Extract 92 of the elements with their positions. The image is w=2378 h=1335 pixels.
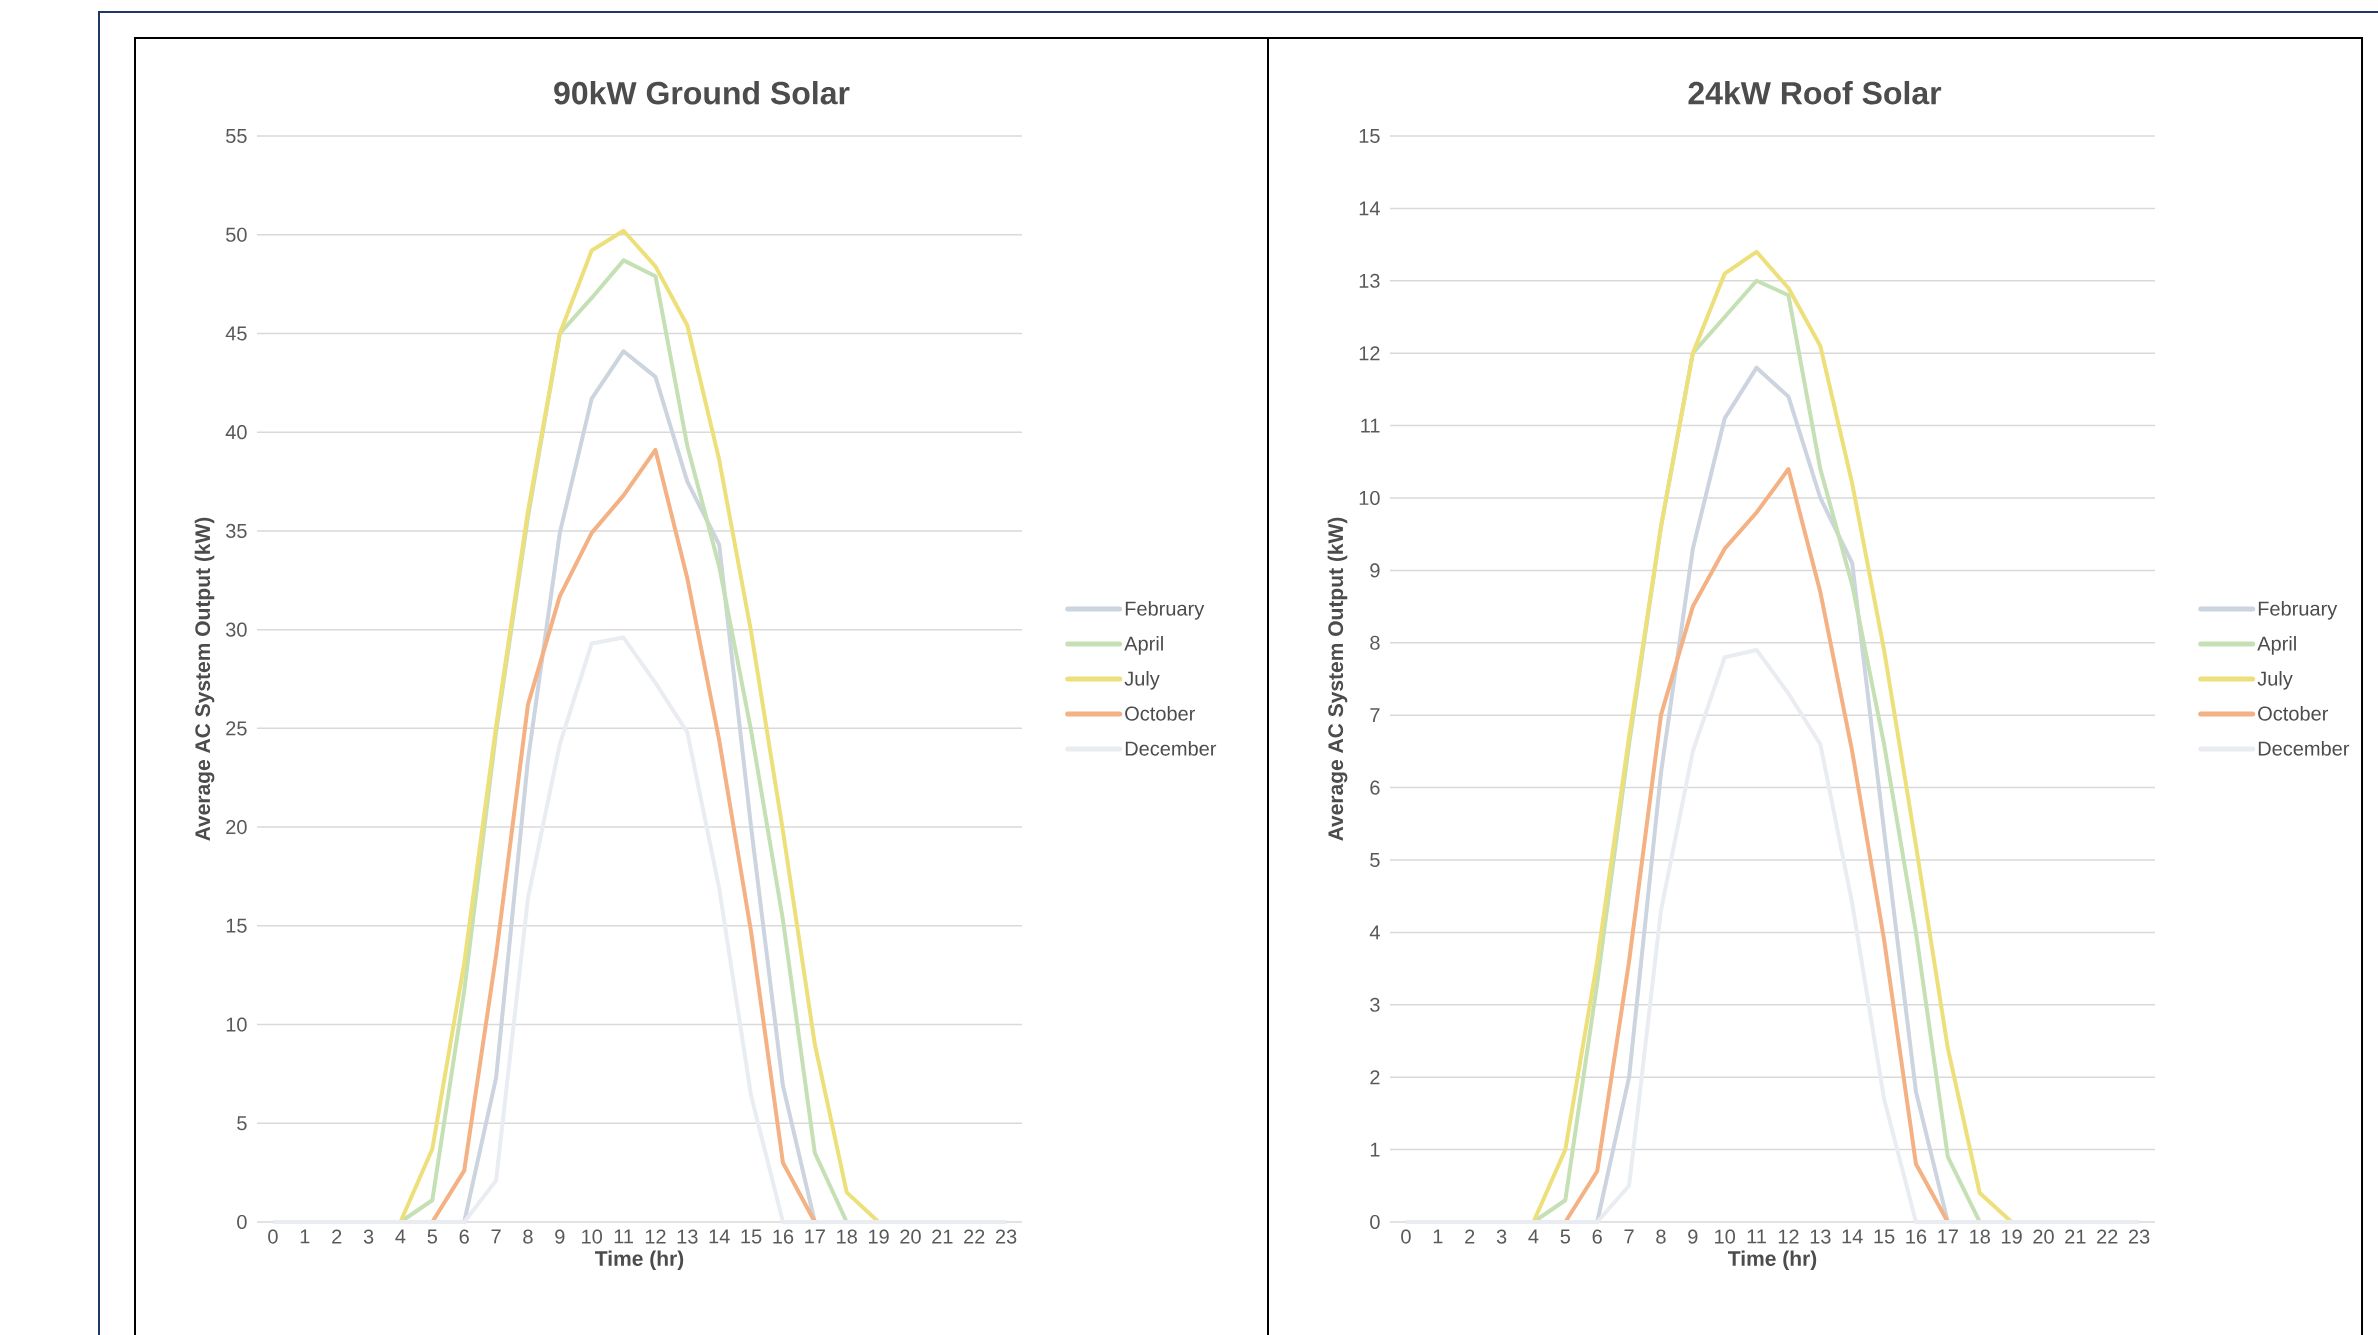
x-tick-label: 19 xyxy=(2001,1229,2022,1244)
legend-label: July xyxy=(1124,671,1160,690)
y-tick-label: 2 xyxy=(1370,1070,1380,1085)
legend-label: April xyxy=(1124,636,1163,655)
legend-label: July xyxy=(2257,670,2293,690)
y-tick-label: 15 xyxy=(1359,129,1380,143)
legend-label: October xyxy=(1125,706,1196,721)
x-tick-label: 18 xyxy=(1970,1229,1990,1244)
x-tick-label: 3 xyxy=(1496,1229,1507,1244)
y-tick-label: 10 xyxy=(1359,490,1380,506)
x-tick-label: 17 xyxy=(1938,1229,1958,1244)
y-tick-label: 14 xyxy=(1359,201,1380,216)
legend-label: February xyxy=(2258,601,2338,620)
x-tick-label: 23 xyxy=(2128,1229,2150,1244)
y-tick-label: 35 xyxy=(226,523,247,538)
x-tick-label: 15 xyxy=(741,1229,762,1244)
y-tick-label: 8 xyxy=(1370,635,1380,650)
y-tick-label: 9 xyxy=(1370,563,1380,578)
y-axis-title: Average AC System Output (kW) xyxy=(1327,517,1348,841)
x-tick-label: 6 xyxy=(459,1229,469,1244)
legend-label: December xyxy=(1125,740,1217,756)
x-tick-label: 5 xyxy=(1560,1229,1571,1244)
y-tick-label: 25 xyxy=(226,721,247,736)
x-tick-label: 11 xyxy=(1747,1229,1766,1244)
x-tick-label: 10 xyxy=(582,1229,603,1244)
x-tick-label: 21 xyxy=(2065,1229,2086,1244)
x-tick-label: 8 xyxy=(523,1229,533,1244)
y-axis-title: Average AC System Output (kW) xyxy=(194,517,215,841)
x-tick-label: 16 xyxy=(1906,1229,1927,1244)
x-tick-label: 22 xyxy=(2097,1229,2118,1244)
x-tick-label: 0 xyxy=(1401,1229,1411,1244)
x-tick-label: 14 xyxy=(1842,1229,1863,1244)
legend-label: October xyxy=(2258,705,2329,721)
y-tick-label: 1 xyxy=(1370,1142,1380,1157)
x-tick-label: 20 xyxy=(900,1229,921,1244)
y-tick-label: 12 xyxy=(1359,346,1380,361)
y-tick-label: 30 xyxy=(226,622,247,637)
y-tick-label: 6 xyxy=(1370,780,1380,795)
x-tick-label: 19 xyxy=(868,1229,889,1244)
x-tick-label: 4 xyxy=(1528,1229,1539,1244)
x-tick-label: 3 xyxy=(363,1229,374,1244)
x-tick-label: 8 xyxy=(1656,1229,1666,1244)
y-tick-label: 5 xyxy=(237,1116,247,1131)
x-tick-label: 10 xyxy=(1715,1229,1736,1244)
y-tick-label: 3 xyxy=(1370,997,1380,1012)
legend-label: December xyxy=(2258,740,2350,756)
y-tick-label: 13 xyxy=(1359,273,1380,288)
y-tick-label: 7 xyxy=(1370,708,1380,723)
x-tick-label: 15 xyxy=(1874,1229,1895,1244)
x-tick-label: 21 xyxy=(932,1229,953,1244)
x-tick-label: 14 xyxy=(709,1229,730,1244)
x-tick-label: 0 xyxy=(268,1229,278,1244)
x-tick-label: 4 xyxy=(395,1229,406,1244)
chart-title: 24kW Roof Solar xyxy=(1688,80,1942,105)
chart-title: 90kW Ground Solar xyxy=(554,80,850,105)
y-tick-label: 10 xyxy=(226,1017,247,1032)
x-tick-label: 2 xyxy=(1465,1229,1475,1244)
y-tick-label: 45 xyxy=(225,326,247,341)
x-tick-label: 20 xyxy=(2033,1229,2054,1244)
x-tick-label: 12 xyxy=(1778,1229,1799,1244)
x-tick-label: 2 xyxy=(332,1229,342,1244)
legend-label: April xyxy=(2257,636,2296,655)
y-tick-label: 20 xyxy=(226,820,247,835)
x-tick-label: 7 xyxy=(1624,1229,1634,1244)
y-tick-label: 50 xyxy=(226,227,247,242)
x-tick-label: 23 xyxy=(995,1229,1017,1244)
x-tick-label: 16 xyxy=(773,1229,794,1244)
y-tick-label: 15 xyxy=(226,918,247,933)
x-tick-label: 17 xyxy=(805,1229,825,1244)
x-axis-title: Time (hr) xyxy=(1728,1250,1817,1271)
x-tick-label: 22 xyxy=(964,1229,985,1244)
x-tick-label: 6 xyxy=(1592,1229,1602,1244)
x-tick-label: 1 xyxy=(1433,1229,1443,1244)
x-tick-label: 13 xyxy=(677,1229,698,1244)
y-tick-label: 0 xyxy=(237,1214,247,1230)
x-tick-label: 11 xyxy=(614,1229,633,1244)
x-tick-label: 5 xyxy=(427,1229,438,1244)
y-tick-label: 55 xyxy=(226,129,247,143)
x-axis-title: Time (hr) xyxy=(595,1250,684,1271)
y-tick-label: 5 xyxy=(1370,853,1380,867)
x-tick-label: 13 xyxy=(1810,1229,1831,1244)
x-tick-label: 7 xyxy=(491,1229,501,1244)
y-tick-label: 40 xyxy=(225,425,247,440)
x-tick-label: 9 xyxy=(1688,1229,1698,1244)
x-tick-label: 9 xyxy=(555,1229,565,1244)
y-tick-label: 11 xyxy=(1361,418,1380,433)
legend-label: February xyxy=(1125,601,1205,620)
x-tick-label: 12 xyxy=(645,1229,666,1244)
y-tick-label: 4 xyxy=(1369,925,1380,940)
y-tick-label: 0 xyxy=(1370,1214,1380,1230)
x-tick-label: 18 xyxy=(837,1229,857,1244)
x-tick-label: 1 xyxy=(300,1229,310,1244)
